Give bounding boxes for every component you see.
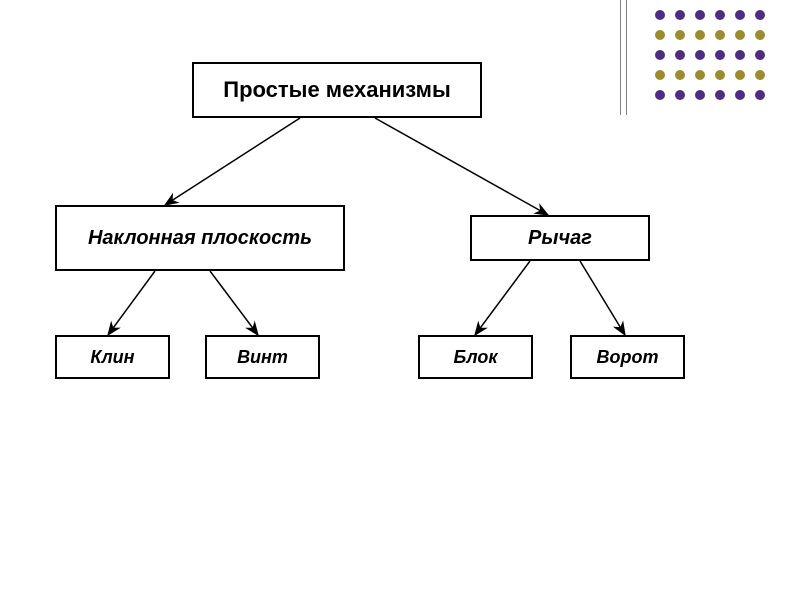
decor-dot: [755, 50, 765, 60]
decor-dot: [695, 50, 705, 60]
decor-dot: [715, 10, 725, 20]
node-incline-label: Наклонная плоскость: [88, 227, 312, 250]
decor-dot: [715, 70, 725, 80]
node-screw: Винт: [205, 335, 320, 379]
decor-dot: [655, 70, 665, 80]
decor-dot: [675, 50, 685, 60]
decor-dot: [695, 90, 705, 100]
node-root-label: Простые механизмы: [223, 77, 451, 103]
decor-dot: [675, 70, 685, 80]
decor-dot: [715, 90, 725, 100]
decor-dot: [735, 50, 745, 60]
decor-dot: [655, 50, 665, 60]
node-screw-label: Винт: [237, 347, 288, 368]
decor-dot: [755, 10, 765, 20]
decor-dot: [735, 10, 745, 20]
decor-dot: [695, 30, 705, 40]
decor-dot: [695, 10, 705, 20]
decor-dot: [755, 30, 765, 40]
decor-vline-1: [620, 0, 621, 115]
decor-dot: [735, 30, 745, 40]
node-lever: Рычаг: [470, 215, 650, 261]
node-wedge-label: Клин: [90, 347, 134, 368]
node-wedge: Клин: [55, 335, 170, 379]
decor-dot: [755, 70, 765, 80]
node-root: Простые механизмы: [192, 62, 482, 118]
decor-dot: [735, 90, 745, 100]
node-lever-label: Рычаг: [528, 227, 592, 250]
node-pulley: Блок: [418, 335, 533, 379]
decor-dot: [755, 90, 765, 100]
decor-dot: [675, 30, 685, 40]
decor-dot: [715, 50, 725, 60]
node-windlass-label: Ворот: [597, 347, 659, 368]
decor-dot: [655, 30, 665, 40]
decor-dot: [735, 70, 745, 80]
decor-dot: [655, 90, 665, 100]
node-windlass: Ворот: [570, 335, 685, 379]
node-pulley-label: Блок: [453, 347, 497, 368]
node-incline: Наклонная плоскость: [55, 205, 345, 271]
decor-dot: [655, 10, 665, 20]
decor-vline-2: [626, 0, 627, 115]
decor-dot: [675, 90, 685, 100]
decor-dot: [715, 30, 725, 40]
decor-dot: [675, 10, 685, 20]
decor-dot: [695, 70, 705, 80]
